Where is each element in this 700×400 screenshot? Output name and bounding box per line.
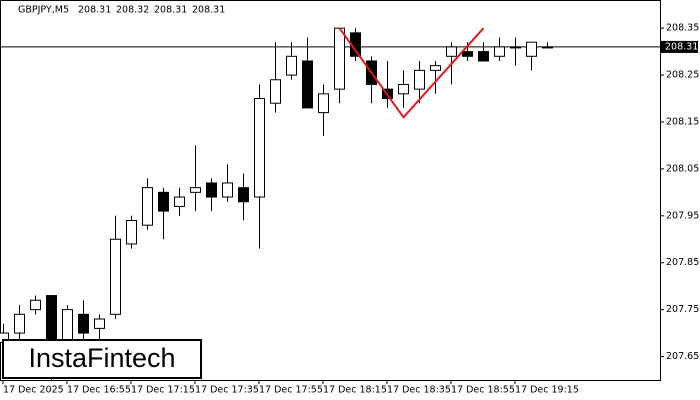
y-tick-label: 207.65 [666,351,699,362]
candle-body [446,46,457,57]
candle-body [510,46,521,49]
header-value: 208.31 [154,5,187,16]
logo: InstaFintech [28,343,175,373]
candle-body [430,65,441,71]
y-tick-label: 208.05 [666,163,699,174]
candle-body [334,27,345,90]
y-tick-label: 207.75 [666,304,699,315]
candle-body [222,182,233,198]
x-tick-label: 17 Dec 17:55 [259,385,323,396]
price-label-box [661,40,698,53]
candle-body [142,187,153,226]
candle-body [494,46,505,57]
candle-body [270,79,281,104]
x-tick-label: 17 Dec 19:15 [515,385,579,396]
x-tick-label: 17 Dec 18:55 [451,385,515,396]
candle-body [158,191,169,212]
logo-box [2,339,202,379]
price-label: 208.31 [665,41,698,52]
candle-body [78,313,89,334]
candle-body [110,238,121,315]
y-tick-label: 207.85 [666,257,699,268]
x-tick-label: 17 Dec 16:55 [67,385,131,396]
x-tick-label: 17 Dec 2025 [3,385,64,396]
candle-body [238,187,249,203]
candle-body [126,219,137,245]
chart-title: GBPJPY,M5 [18,5,69,16]
plot-frame [0,0,661,381]
candle-body [190,187,201,193]
candle-body [526,41,537,57]
x-tick-label: 17 Dec 18:35 [387,385,451,396]
candle-body [318,93,329,114]
candle-body [286,55,297,76]
candle-body [174,196,185,207]
y-tick-label: 208.25 [666,70,699,81]
y-tick-label: 208.35 [666,23,699,34]
header-value: 208.32 [116,5,149,16]
x-tick-label: 17 Dec 18:15 [323,385,387,396]
candle-body [398,83,409,95]
y-tick-label: 208.15 [666,116,699,127]
x-tick-label: 17 Dec 17:35 [195,385,259,396]
candle-body [302,60,313,109]
candle-body [94,318,105,329]
candle-body [462,51,473,57]
candle-body [414,69,425,90]
candle-body [206,182,217,198]
candle-body [478,51,489,62]
candle-body [30,299,41,311]
x-tick-label: 17 Dec 17:15 [131,385,195,396]
candle-body [14,313,25,334]
header-value: 208.31 [78,5,111,16]
candle-body [542,46,553,49]
pattern-line [338,27,485,119]
header-value: 208.31 [192,5,225,16]
y-tick-label: 207.95 [666,210,699,221]
candle-body [254,98,265,198]
